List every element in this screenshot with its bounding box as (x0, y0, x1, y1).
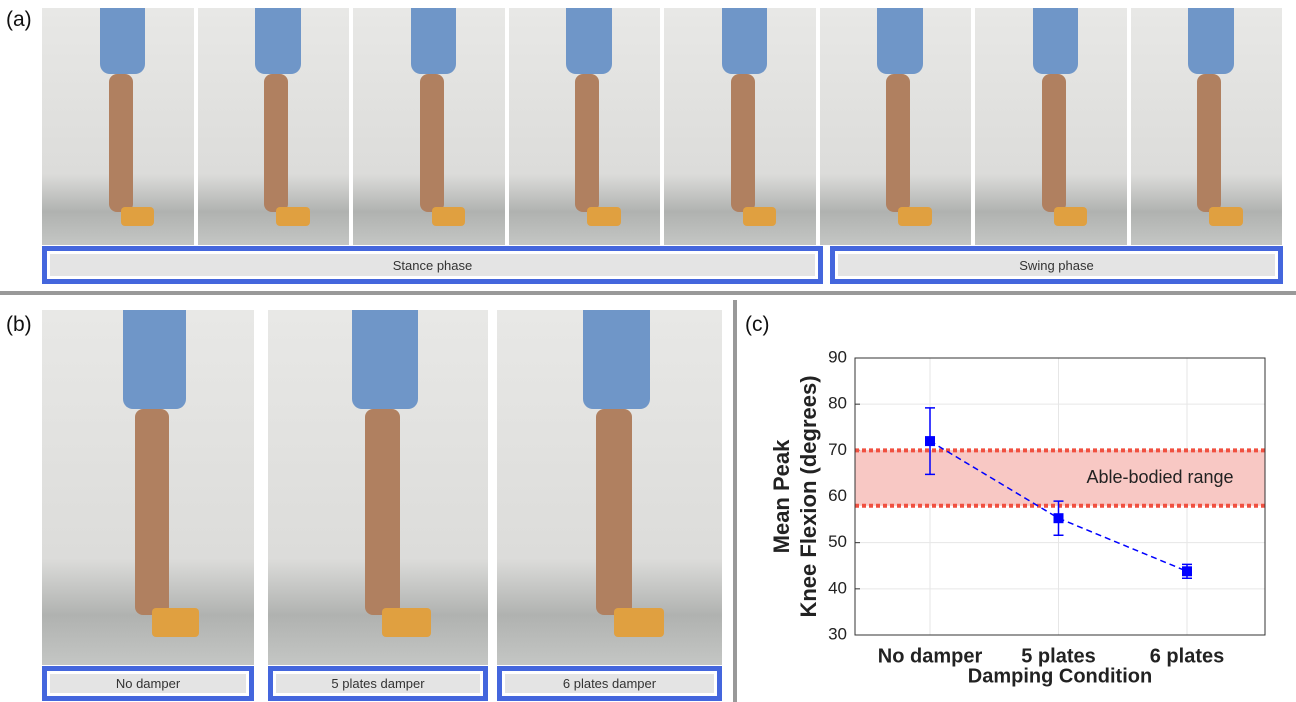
y-tick-label: 90 (828, 347, 847, 366)
y-tick-label: 50 (828, 532, 847, 551)
y-tick-label: 40 (828, 578, 847, 597)
caption: 5 plates damper (276, 674, 480, 693)
y-axis-label: Mean Peak (769, 439, 794, 553)
x-tick-label: 5 plates (1021, 645, 1095, 667)
y-tick-label: 30 (828, 624, 847, 643)
caption: No damper (50, 674, 246, 693)
y-axis-label: Knee Flexion (degrees) (796, 375, 821, 617)
caption-box: 6 plates damper (497, 666, 722, 701)
x-tick-label: 6 plates (1150, 645, 1224, 667)
caption: 6 plates damper (505, 674, 714, 693)
figure: (a) Stance phase Swing phase (b) (c) 304… (0, 0, 1296, 702)
caption-box: 5 plates damper (268, 666, 488, 701)
x-axis-label: Damping Condition (968, 665, 1152, 687)
y-tick-label: 80 (828, 394, 847, 413)
point (1054, 513, 1064, 523)
x-tick-label: No damper (878, 645, 983, 667)
point (1182, 566, 1192, 576)
y-tick-label: 60 (828, 486, 847, 505)
caption-box: No damper (42, 666, 254, 701)
point (925, 436, 935, 446)
y-tick-label: 70 (828, 440, 847, 459)
band-label: Able-bodied range (1086, 467, 1233, 487)
chart: 30 40 50 60 70 80 90 No damper 5 plates 6 plates A… (0, 0, 1296, 702)
